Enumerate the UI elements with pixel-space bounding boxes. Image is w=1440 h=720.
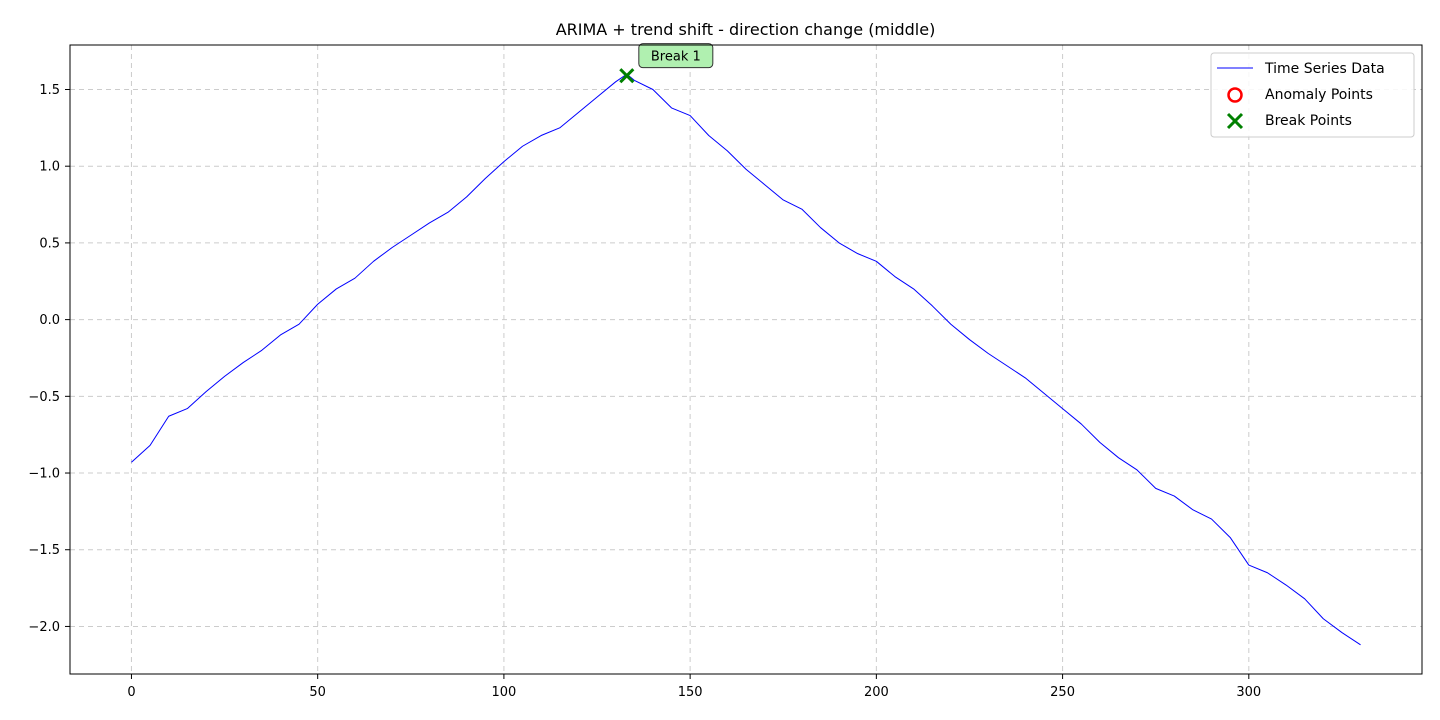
x-tick-label: 50	[309, 685, 326, 700]
legend-break-marker	[1226, 112, 1244, 130]
plot-frame	[69, 44, 1423, 675]
break-annotation-label: Break 1	[651, 50, 701, 65]
x-tick-label: 300	[1236, 685, 1261, 700]
break-point-marker	[619, 68, 635, 84]
x-tick-label: 200	[864, 685, 889, 700]
y-tick-label: −0.5	[28, 390, 60, 405]
y-tick-label: −1.5	[28, 543, 60, 558]
legend-label-anomaly: Anomaly Points	[1265, 87, 1373, 103]
y-tick-label: 0.5	[39, 236, 60, 251]
break-annotation-box	[638, 43, 714, 69]
legend-label-series: Time Series Data	[1264, 61, 1385, 77]
y-tick-label: −1.0	[28, 467, 60, 482]
series-layer	[131, 73, 1361, 646]
y-tick-label: 1.5	[39, 83, 60, 98]
x-tick-label: 150	[678, 685, 703, 700]
y-tick-label: 0.0	[39, 313, 60, 328]
break-layer: Break 1	[619, 43, 714, 84]
x-tick-label: 250	[1050, 685, 1075, 700]
legend-anomaly-marker	[1227, 87, 1243, 103]
y-tick-label: −2.0	[28, 620, 60, 635]
x-tick-label: 0	[127, 685, 135, 700]
y-axis: −2.0 −1.5 −1.0 −0.5 0.0 0.5 1.0 1.5	[28, 83, 70, 635]
chart-title: ARIMA + trend shift - direction change (…	[556, 20, 936, 39]
x-axis: 0 50 100 150 200 250 300	[127, 674, 1261, 700]
y-tick-label: 1.0	[39, 160, 60, 175]
legend-frame	[1210, 52, 1415, 138]
grid	[70, 45, 1422, 674]
legend: Time Series Data Anomaly Points Break Po…	[1210, 52, 1415, 138]
series-line	[131, 73, 1361, 646]
legend-label-break: Break Points	[1265, 113, 1352, 129]
x-tick-label: 100	[491, 685, 516, 700]
